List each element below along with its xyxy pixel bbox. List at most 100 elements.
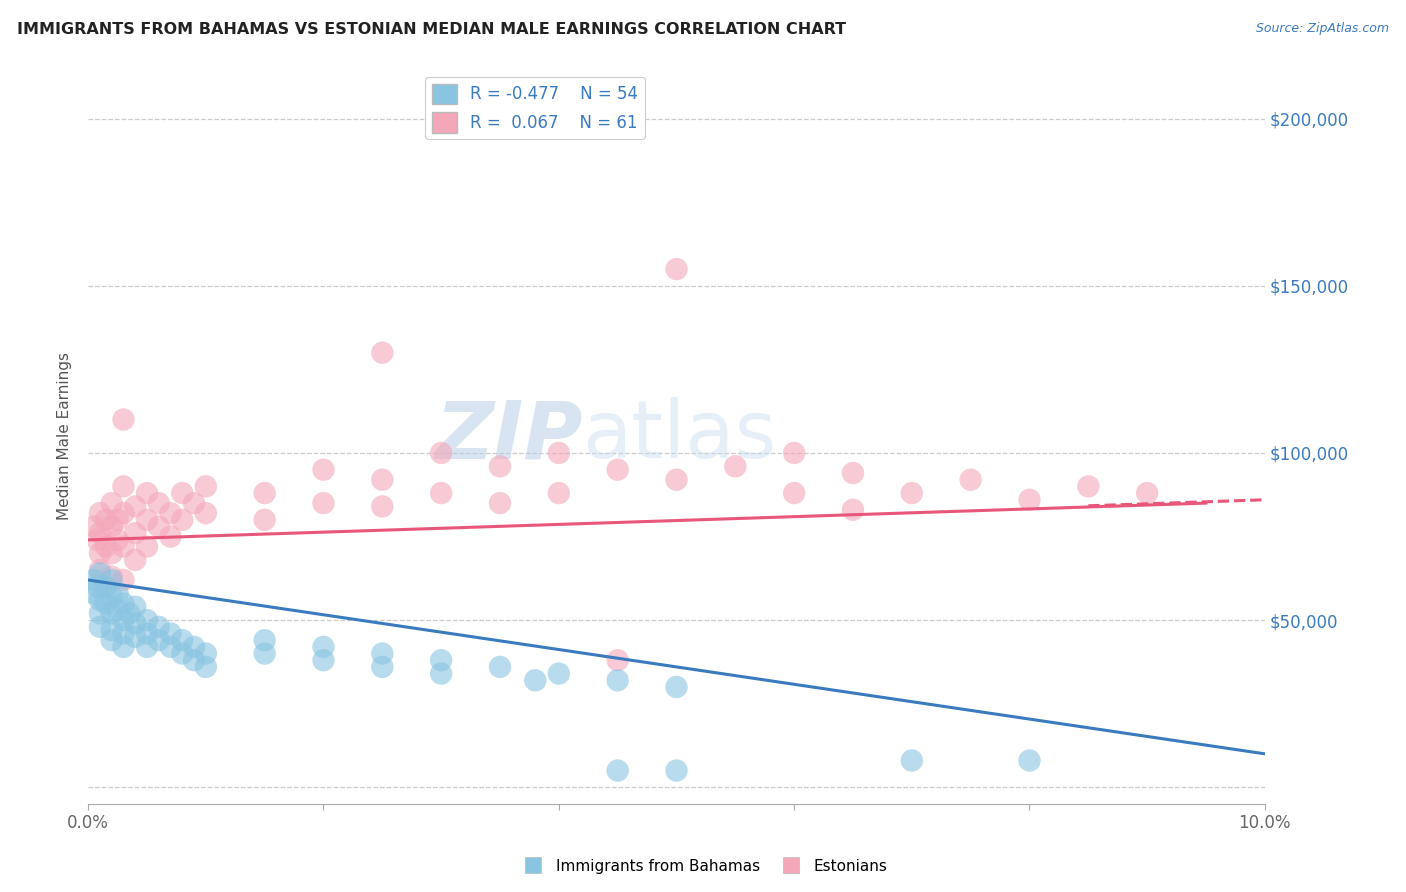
Point bbox=[100, 496, 122, 510]
Point bbox=[112, 573, 135, 587]
Point bbox=[124, 630, 146, 644]
Point bbox=[89, 607, 111, 621]
Point bbox=[783, 446, 806, 460]
Point bbox=[901, 754, 924, 768]
Point bbox=[89, 566, 111, 581]
Point bbox=[183, 653, 205, 667]
Point bbox=[124, 616, 146, 631]
Point bbox=[112, 613, 135, 627]
Point bbox=[89, 506, 111, 520]
Point bbox=[253, 513, 276, 527]
Point bbox=[83, 573, 105, 587]
Legend: Immigrants from Bahamas, Estonians: Immigrants from Bahamas, Estonians bbox=[512, 853, 894, 880]
Point bbox=[430, 653, 453, 667]
Point bbox=[83, 519, 105, 533]
Point bbox=[107, 603, 129, 617]
Point bbox=[959, 473, 981, 487]
Point bbox=[148, 519, 170, 533]
Point bbox=[124, 500, 146, 514]
Point bbox=[489, 459, 512, 474]
Point bbox=[547, 666, 569, 681]
Point bbox=[371, 660, 394, 674]
Point bbox=[253, 633, 276, 648]
Point bbox=[665, 764, 688, 778]
Point bbox=[172, 633, 194, 648]
Point bbox=[112, 479, 135, 493]
Point bbox=[86, 533, 108, 547]
Point bbox=[148, 620, 170, 634]
Text: atlas: atlas bbox=[582, 397, 776, 475]
Point bbox=[148, 633, 170, 648]
Point bbox=[312, 653, 335, 667]
Point bbox=[606, 653, 628, 667]
Point bbox=[112, 540, 135, 554]
Point bbox=[172, 647, 194, 661]
Point bbox=[183, 640, 205, 654]
Point bbox=[136, 613, 159, 627]
Point bbox=[107, 586, 129, 600]
Point bbox=[489, 496, 512, 510]
Point bbox=[159, 506, 181, 520]
Point bbox=[371, 473, 394, 487]
Point bbox=[136, 513, 159, 527]
Point bbox=[159, 640, 181, 654]
Point bbox=[124, 526, 146, 541]
Point bbox=[371, 345, 394, 359]
Point bbox=[371, 647, 394, 661]
Point bbox=[194, 660, 217, 674]
Point bbox=[118, 607, 141, 621]
Point bbox=[312, 496, 335, 510]
Point bbox=[107, 533, 129, 547]
Text: ZIP: ZIP bbox=[434, 397, 582, 475]
Point bbox=[901, 486, 924, 500]
Point bbox=[665, 473, 688, 487]
Point bbox=[312, 640, 335, 654]
Point bbox=[89, 563, 111, 577]
Point bbox=[89, 546, 111, 560]
Point bbox=[86, 580, 108, 594]
Point bbox=[83, 586, 105, 600]
Point bbox=[253, 647, 276, 661]
Point bbox=[89, 620, 111, 634]
Point bbox=[94, 513, 117, 527]
Point bbox=[100, 590, 122, 604]
Point bbox=[606, 463, 628, 477]
Point bbox=[136, 640, 159, 654]
Point bbox=[112, 596, 135, 610]
Point bbox=[94, 540, 117, 554]
Point bbox=[253, 486, 276, 500]
Point bbox=[100, 623, 122, 637]
Point bbox=[89, 593, 111, 607]
Point bbox=[94, 580, 117, 594]
Point bbox=[124, 599, 146, 614]
Point bbox=[194, 479, 217, 493]
Point bbox=[724, 459, 747, 474]
Point bbox=[112, 506, 135, 520]
Point bbox=[783, 486, 806, 500]
Point bbox=[112, 626, 135, 640]
Text: Source: ZipAtlas.com: Source: ZipAtlas.com bbox=[1256, 22, 1389, 36]
Point bbox=[136, 626, 159, 640]
Point bbox=[430, 446, 453, 460]
Text: IMMIGRANTS FROM BAHAMAS VS ESTONIAN MEDIAN MALE EARNINGS CORRELATION CHART: IMMIGRANTS FROM BAHAMAS VS ESTONIAN MEDI… bbox=[17, 22, 846, 37]
Point bbox=[524, 673, 547, 688]
Point bbox=[100, 519, 122, 533]
Point bbox=[1018, 754, 1040, 768]
Point bbox=[172, 486, 194, 500]
Point bbox=[665, 680, 688, 694]
Point bbox=[172, 513, 194, 527]
Point bbox=[136, 540, 159, 554]
Point bbox=[194, 506, 217, 520]
Point bbox=[100, 546, 122, 560]
Point bbox=[547, 446, 569, 460]
Point bbox=[606, 673, 628, 688]
Point bbox=[100, 569, 122, 583]
Point bbox=[1136, 486, 1159, 500]
Point bbox=[100, 633, 122, 648]
Point bbox=[430, 666, 453, 681]
Point bbox=[89, 526, 111, 541]
Point bbox=[100, 573, 122, 587]
Point bbox=[148, 496, 170, 510]
Point bbox=[489, 660, 512, 674]
Point bbox=[606, 764, 628, 778]
